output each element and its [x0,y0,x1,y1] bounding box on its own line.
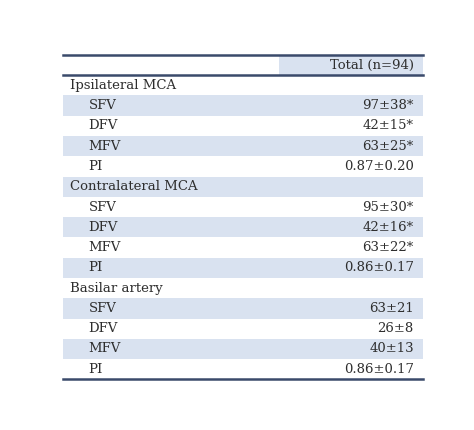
Text: MFV: MFV [89,342,121,356]
Text: Contralateral MCA: Contralateral MCA [70,180,198,193]
Bar [63,136,279,157]
Text: PI: PI [89,261,103,274]
Bar [279,136,423,157]
Text: 63±25*: 63±25* [363,140,414,153]
Text: PI: PI [89,363,103,376]
Bar [63,95,279,116]
Bar [63,116,279,136]
Text: 63±22*: 63±22* [363,241,414,254]
Text: Basilar artery: Basilar artery [70,282,163,295]
Bar [279,298,423,319]
Text: SFV: SFV [89,302,117,315]
Bar [63,298,279,319]
Bar [63,197,279,217]
Text: 42±16*: 42±16* [363,221,414,234]
Text: 0.86±0.17: 0.86±0.17 [344,363,414,376]
Bar [279,157,423,177]
Bar [279,339,423,359]
Text: Ipsilateral MCA: Ipsilateral MCA [70,79,176,92]
Bar [63,55,279,75]
Text: SFV: SFV [89,200,117,214]
Bar [63,177,279,197]
Bar [279,177,423,197]
Text: SFV: SFV [89,99,117,112]
Bar [63,258,279,278]
Bar [279,116,423,136]
Bar [63,75,279,95]
Bar [63,359,279,379]
Text: DFV: DFV [89,322,118,335]
Bar [279,197,423,217]
Bar [279,55,423,75]
Text: 42±15*: 42±15* [363,120,414,132]
Text: PI: PI [89,160,103,173]
Bar [63,319,279,339]
Bar [63,278,279,298]
Text: Total (n=94): Total (n=94) [330,58,414,71]
Bar [279,258,423,278]
Bar [63,157,279,177]
Text: MFV: MFV [89,241,121,254]
Text: 0.86±0.17: 0.86±0.17 [344,261,414,274]
Bar [279,217,423,237]
Text: 97±38*: 97±38* [362,99,414,112]
Text: DFV: DFV [89,120,118,132]
Text: 40±13: 40±13 [369,342,414,356]
Bar [279,237,423,258]
Text: DFV: DFV [89,221,118,234]
Bar [279,75,423,95]
Text: 26±8: 26±8 [377,322,414,335]
Bar [63,217,279,237]
Bar [279,278,423,298]
Text: 95±30*: 95±30* [363,200,414,214]
Text: MFV: MFV [89,140,121,153]
Bar [63,237,279,258]
Text: 63±21: 63±21 [369,302,414,315]
Bar [63,339,279,359]
Text: 0.87±0.20: 0.87±0.20 [344,160,414,173]
Bar [279,95,423,116]
Bar [279,319,423,339]
Bar [279,359,423,379]
